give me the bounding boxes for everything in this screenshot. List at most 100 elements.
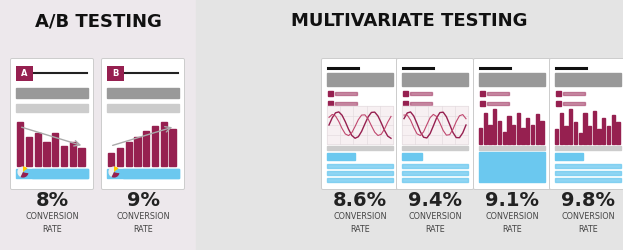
Text: 9%: 9%	[126, 190, 159, 210]
Bar	[16, 88, 88, 98]
Text: CONVERSION
RATE: CONVERSION RATE	[333, 212, 387, 234]
Bar	[498, 121, 501, 144]
Bar	[607, 126, 610, 144]
Bar	[26, 138, 32, 166]
Bar	[328, 101, 333, 106]
Bar	[592, 111, 596, 144]
Text: CONVERSION
RATE: CONVERSION RATE	[117, 212, 169, 234]
Bar	[569, 109, 573, 144]
Bar	[0, 0, 196, 250]
FancyBboxPatch shape	[11, 58, 93, 190]
Bar	[327, 153, 355, 160]
Bar	[507, 116, 510, 144]
Bar	[125, 142, 131, 166]
Bar	[161, 122, 167, 166]
Bar	[61, 146, 67, 166]
Bar	[574, 122, 577, 144]
Bar	[335, 92, 357, 95]
Bar	[564, 126, 568, 144]
Bar	[559, 113, 563, 144]
FancyBboxPatch shape	[107, 66, 123, 80]
Bar	[555, 164, 621, 168]
Bar	[143, 131, 150, 166]
Bar	[616, 122, 619, 144]
Bar	[556, 91, 561, 96]
Bar	[579, 133, 582, 144]
Bar	[402, 164, 468, 168]
Text: MULTIVARIATE TESTING: MULTIVARIATE TESTING	[292, 12, 528, 30]
Bar	[327, 146, 393, 150]
FancyBboxPatch shape	[321, 58, 399, 190]
Bar	[512, 125, 515, 144]
Bar	[563, 92, 585, 95]
Bar	[78, 148, 85, 166]
Bar	[108, 153, 114, 166]
Text: 9.8%: 9.8%	[561, 190, 615, 210]
Bar	[34, 133, 40, 166]
Bar	[403, 101, 408, 106]
FancyBboxPatch shape	[549, 58, 623, 190]
Bar	[555, 171, 621, 175]
Bar	[612, 114, 615, 144]
Bar	[335, 102, 357, 105]
Bar	[516, 112, 520, 144]
Text: A: A	[21, 68, 27, 78]
Bar	[479, 152, 545, 182]
Bar	[43, 142, 49, 166]
Bar	[328, 91, 333, 96]
Text: CONVERSION
RATE: CONVERSION RATE	[26, 212, 78, 234]
Bar	[487, 92, 509, 95]
Text: 8.6%: 8.6%	[333, 190, 387, 210]
Bar	[588, 126, 591, 144]
Bar	[493, 109, 497, 144]
Text: A/B TESTING: A/B TESTING	[35, 12, 161, 30]
Bar	[403, 91, 408, 96]
Text: CONVERSION
RATE: CONVERSION RATE	[408, 212, 462, 234]
Bar	[327, 164, 393, 168]
Bar	[536, 114, 539, 144]
FancyBboxPatch shape	[16, 66, 32, 80]
Bar	[196, 0, 623, 250]
FancyBboxPatch shape	[396, 58, 473, 190]
Bar	[52, 133, 58, 166]
Bar	[540, 121, 543, 144]
Bar	[483, 112, 487, 144]
Text: 9.4%: 9.4%	[408, 190, 462, 210]
Bar	[555, 153, 583, 160]
Bar	[123, 169, 179, 178]
Bar	[16, 169, 88, 178]
FancyBboxPatch shape	[473, 58, 551, 190]
Bar	[480, 91, 485, 96]
Bar	[402, 146, 468, 150]
Bar	[583, 113, 586, 144]
Bar	[327, 106, 393, 144]
Bar	[556, 101, 561, 106]
Bar	[402, 153, 422, 160]
Bar	[480, 101, 485, 106]
Bar	[602, 118, 606, 144]
Bar	[327, 178, 393, 182]
Bar	[555, 129, 558, 144]
Bar	[526, 118, 530, 144]
Bar	[32, 169, 88, 178]
Bar	[402, 171, 468, 175]
Bar	[410, 102, 432, 105]
Text: CONVERSION
RATE: CONVERSION RATE	[485, 212, 539, 234]
Bar	[597, 129, 601, 144]
Bar	[107, 169, 179, 178]
Bar	[107, 104, 179, 112]
Bar	[17, 122, 23, 166]
Bar	[117, 148, 123, 166]
FancyBboxPatch shape	[102, 58, 184, 190]
Text: CONVERSION
RATE: CONVERSION RATE	[561, 212, 615, 234]
Bar	[479, 73, 545, 86]
Bar	[521, 128, 525, 144]
Bar	[169, 128, 176, 166]
Bar	[107, 88, 179, 98]
Bar	[479, 128, 482, 144]
Bar	[327, 73, 393, 86]
Bar	[479, 146, 545, 150]
Bar	[402, 178, 468, 182]
Bar	[134, 138, 141, 166]
Bar	[70, 142, 76, 166]
